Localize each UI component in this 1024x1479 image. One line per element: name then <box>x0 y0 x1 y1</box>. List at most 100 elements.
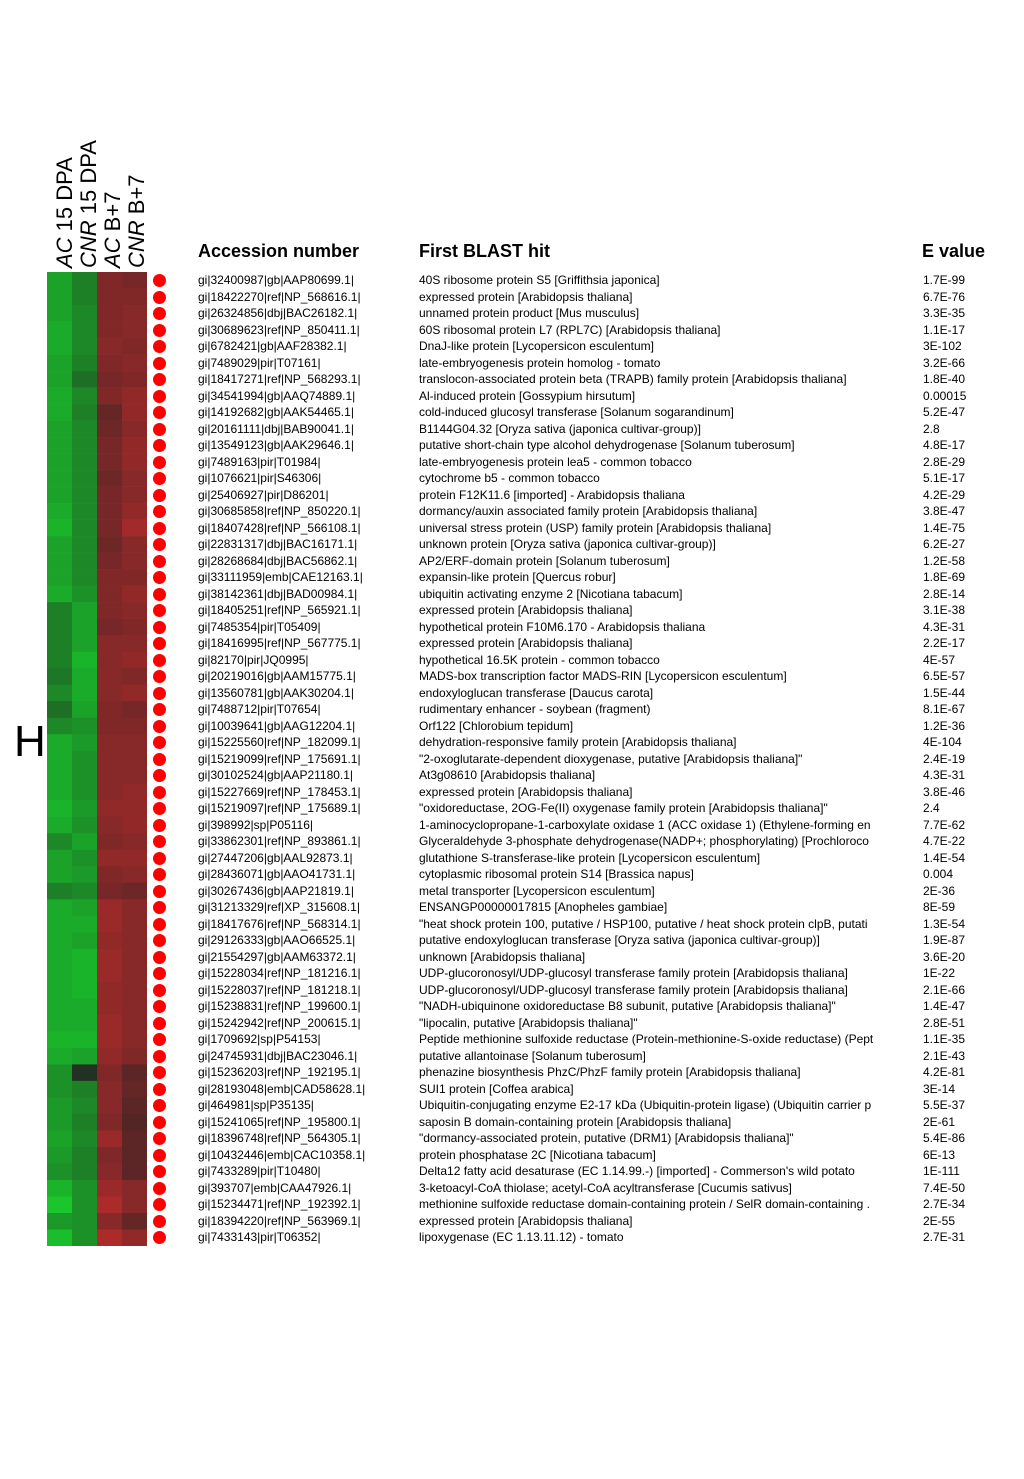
heatmap-cell <box>72 371 97 388</box>
accession-cell: gi|28436071|gb|AAO41731.1| <box>198 867 356 882</box>
marker-dot <box>153 719 166 733</box>
heatmap-cell <box>72 1163 97 1181</box>
table-row: gi|30685858|ref|NP_850220.1| dormancy/aux… <box>0 503 1024 520</box>
heatmap-cell <box>72 1212 97 1230</box>
table-row: gi|15219097|ref|NP_175689.1| "oxidoreduct… <box>0 800 1024 817</box>
heatmap-cell <box>122 602 147 619</box>
accession-cell: gi|15225560|ref|NP_182099.1| <box>198 735 361 750</box>
heatmap-cell <box>72 272 97 289</box>
heatmap-cell <box>122 750 147 768</box>
marker-dot <box>153 373 166 387</box>
marker-dot <box>153 488 166 502</box>
e-value-cell: 6.7E-76 <box>923 289 966 304</box>
heatmap-cell <box>122 899 147 917</box>
table-row: gi|34541994|gb|AAQ74889.1| Al-induced pro… <box>0 388 1024 405</box>
heatmap-cell <box>97 849 122 867</box>
heatmap-cell <box>47 981 72 999</box>
table-row: gi|398992|sp|P05116| 1-aminocyclopropane-… <box>0 817 1024 834</box>
marker-dot <box>153 1016 166 1030</box>
blast-hit-cell: UDP-glucoronosyl/UDP-glucosyl transferas… <box>419 966 848 981</box>
condition-stage: 15 DPA <box>76 140 101 221</box>
e-value-cell: 6.5E-57 <box>923 669 966 684</box>
e-value-cell: 1.2E-58 <box>923 553 966 568</box>
blast-hit-cell: putative allantoinase [Solanum tuberosum… <box>419 1048 646 1063</box>
heatmap-cell <box>97 1146 122 1164</box>
accession-cell: gi|14192682|gb|AAK54465.1| <box>198 405 354 420</box>
blast-hit-cell: 40S ribosome protein S5 [Griffithsia jap… <box>419 273 660 287</box>
heatmap-cell <box>97 734 122 752</box>
heatmap-cell <box>47 668 72 686</box>
marker-dot <box>153 1132 166 1146</box>
e-value-cell: 4.2E-29 <box>923 487 966 502</box>
heatmap-cell <box>47 1047 72 1065</box>
blast-hit-cell: unnamed protein product [Mus musculus] <box>419 306 640 321</box>
heatmap-cell <box>47 767 72 785</box>
heatmap-cell <box>97 503 122 520</box>
e-value-cell: 6E-13 <box>923 1147 956 1162</box>
e-value-cell: 5.5E-37 <box>923 1098 966 1113</box>
heatmap-cell <box>72 833 97 851</box>
table-row: gi|28436071|gb|AAO41731.1| cytoplasmic ri… <box>0 866 1024 883</box>
accession-cell: gi|33862301|ref|NP_893861.1| <box>198 834 361 849</box>
heatmap-cell <box>97 767 122 785</box>
marker-dot <box>153 472 166 486</box>
heatmap-cell <box>72 1130 97 1148</box>
table-row: gi|15225560|ref|NP_182099.1| dehydration-… <box>0 734 1024 751</box>
heatmap-cell <box>47 1179 72 1197</box>
heatmap-cell <box>97 420 122 438</box>
e-value-cell: 1.3E-54 <box>923 916 966 931</box>
table-row: gi|1076621|pir|S46306| cytochrome b5 - co… <box>0 470 1024 487</box>
marker-dot <box>153 1082 166 1096</box>
heatmap-cell <box>47 1014 72 1032</box>
marker-dot <box>153 554 166 568</box>
table-row: gi|30689623|ref|NP_850411.1| 60S ribosoma… <box>0 322 1024 339</box>
accession-cell: gi|30102524|gb|AAP21180.1| <box>198 768 354 783</box>
e-value-cell: 6.2E-27 <box>923 537 966 552</box>
marker-dot <box>153 1148 166 1162</box>
heatmap-cell <box>72 1064 97 1082</box>
condition-stage: B+7 <box>100 191 125 238</box>
table-row: gi|13549123|gb|AAK29646.1| putative short… <box>0 437 1024 454</box>
e-value-cell: 1.1E-35 <box>923 1032 966 1047</box>
heatmap-cell <box>97 915 122 933</box>
accession-cell: gi|32400987|gb|AAP80699.1| <box>198 273 354 287</box>
heatmap-cell <box>47 585 72 603</box>
heatmap-cell <box>122 1130 147 1148</box>
accession-cell: gi|1709692|sp|P54153| <box>198 1032 321 1047</box>
blast-hit-cell: "lipocalin, putative [Arabidopsis thalia… <box>419 1015 638 1030</box>
e-value-cell: 4E-104 <box>923 735 962 750</box>
heatmap-cell <box>47 800 72 818</box>
heatmap-cell <box>47 1130 72 1148</box>
heatmap-cell <box>72 552 97 570</box>
header-first-blast-hit: First BLAST hit <box>419 241 550 261</box>
heatmap-cell <box>122 1097 147 1115</box>
table-row: gi|18396748|ref|NP_564305.1| "dormancy-as… <box>0 1130 1024 1147</box>
e-value-cell: 3E-14 <box>923 1081 956 1096</box>
gene-table: gi|32400987|gb|AAP80699.1| 40S ribosome p… <box>0 272 1024 1246</box>
e-value-cell: 2.4 <box>923 801 940 816</box>
heatmap-cell <box>122 1113 147 1131</box>
heatmap-cell <box>72 354 97 372</box>
heatmap-cell <box>47 816 72 834</box>
heatmap-cell <box>97 404 122 421</box>
heatmap-cell <box>72 420 97 438</box>
table-row: gi|464981|sp|P35135| Ubiquitin-conjugatin… <box>0 1097 1024 1114</box>
heatmap-cell <box>122 470 147 487</box>
heatmap-cell <box>72 750 97 768</box>
blast-hit-cell: saposin B domain-containing protein [Ara… <box>419 1114 732 1129</box>
blast-hit-cell: unknown [Arabidopsis thaliana] <box>419 949 586 964</box>
heatmap-cell <box>47 1064 72 1082</box>
blast-hit-cell: translocon-associated protein beta (TRAP… <box>419 372 847 387</box>
marker-dot <box>153 901 166 915</box>
heatmap-cell <box>72 899 97 917</box>
table-row: gi|18407428|ref|NP_566108.1| universal st… <box>0 520 1024 537</box>
heatmap-cell <box>122 767 147 785</box>
blast-hit-cell: expressed protein [Arabidopsis thaliana] <box>419 636 633 651</box>
blast-hit-cell: 1-aminocyclopropane-1-carboxylate oxidas… <box>419 817 871 832</box>
heatmap-cell <box>122 1031 147 1049</box>
table-row: gi|29126333|gb|AAO66525.1| putative endox… <box>0 932 1024 949</box>
marker-dot <box>153 604 166 618</box>
marker-dot <box>153 538 166 552</box>
heatmap-cell <box>122 1080 147 1098</box>
